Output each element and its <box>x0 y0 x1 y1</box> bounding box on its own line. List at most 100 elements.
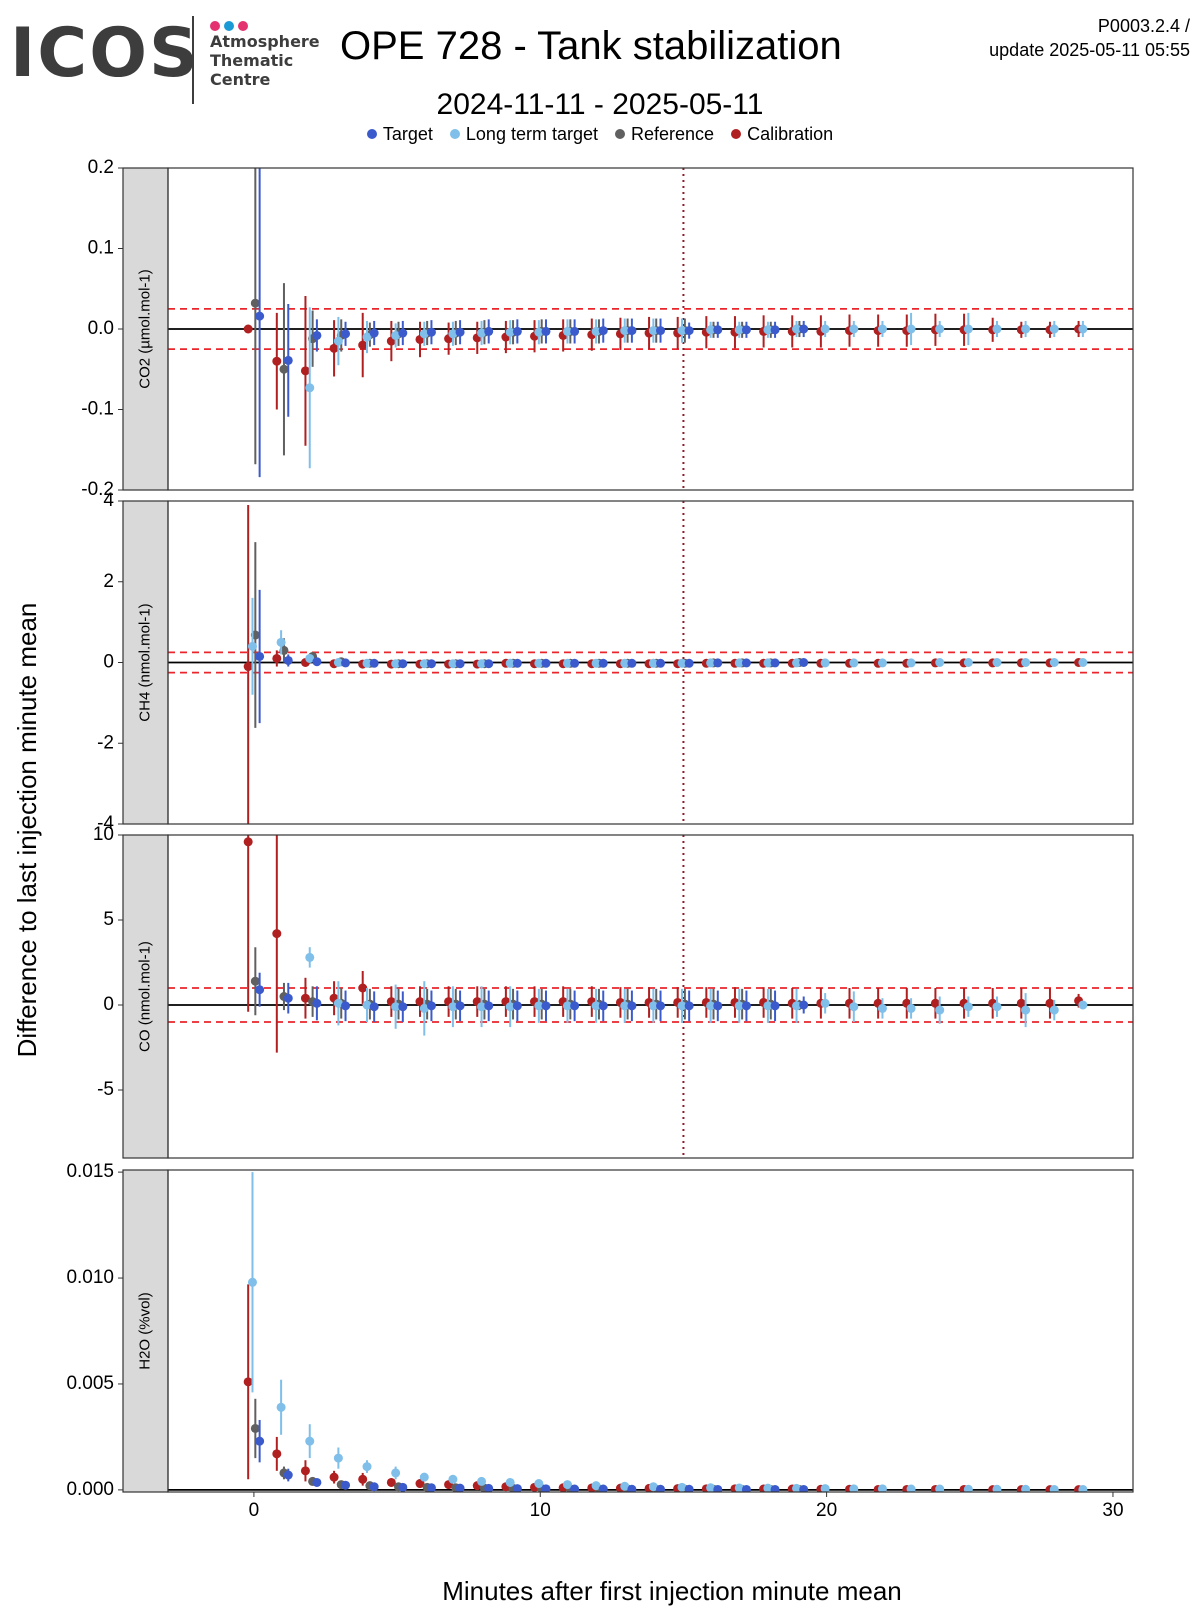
version-info: P0003.2.4 / update 2025-05-11 05:55 <box>989 14 1190 62</box>
y-tick-label: 0 <box>103 994 114 1015</box>
data-point <box>684 658 694 668</box>
data-point <box>512 326 522 336</box>
y-tick-label: -5 <box>97 1079 114 1100</box>
data-point <box>770 325 780 335</box>
data-point <box>792 324 802 334</box>
data-point <box>426 327 436 337</box>
y-tick-label: 0.015 <box>66 1161 114 1182</box>
data-point <box>677 326 687 336</box>
legend-item-reference: Reference <box>615 124 714 145</box>
logo-subtitle-line: Centre <box>210 70 271 89</box>
panel-strip <box>122 834 169 1159</box>
data-point <box>484 659 494 669</box>
legend-item-long-term-target: Long term target <box>449 124 598 145</box>
data-point <box>620 658 630 668</box>
panel-frame <box>167 167 1134 491</box>
data-point <box>770 1001 780 1011</box>
data-point <box>591 1001 601 1011</box>
data-point <box>706 1001 716 1011</box>
data-point <box>329 343 339 353</box>
data-point <box>734 325 744 335</box>
data-point <box>386 1477 396 1487</box>
data-point <box>598 1484 608 1492</box>
data-point <box>426 1483 436 1492</box>
data-point <box>250 298 260 308</box>
data-point <box>591 326 601 336</box>
data-point <box>358 983 368 993</box>
data-point <box>243 1377 253 1387</box>
data-point <box>484 326 494 336</box>
data-point <box>283 355 293 365</box>
data-point <box>770 1484 780 1492</box>
y-tick-label: 0.1 <box>88 238 114 259</box>
data-point <box>877 658 887 668</box>
data-point <box>341 329 351 339</box>
data-point <box>362 1000 372 1010</box>
data-point <box>426 1001 436 1011</box>
data-point <box>448 659 458 669</box>
data-point <box>713 658 723 668</box>
data-point <box>992 324 1002 334</box>
data-point <box>369 658 379 668</box>
page-title: OPE 728 - Tank stabilization <box>340 24 842 68</box>
logo-wordmark: ICOS <box>10 14 200 93</box>
data-point <box>562 1001 572 1011</box>
panel-frame <box>167 834 1134 1159</box>
panel-plot-area <box>168 1172 1133 1492</box>
y-tick-label: 2 <box>103 571 114 592</box>
data-point <box>906 324 916 334</box>
data-point <box>1016 998 1026 1008</box>
panel-strip <box>122 167 169 491</box>
data-point <box>362 658 372 668</box>
data-point <box>598 1001 608 1011</box>
data-point <box>455 327 465 337</box>
data-point <box>243 324 253 334</box>
data-point <box>341 658 351 668</box>
panel-ch4: CH4 (nmol.mol-1) 4 2 0 -2 -4 <box>97 490 1134 834</box>
data-point <box>849 1484 859 1492</box>
data-point <box>684 326 694 336</box>
data-point <box>283 655 293 665</box>
data-point <box>706 658 716 668</box>
data-point <box>369 1482 379 1492</box>
data-point <box>333 1453 343 1463</box>
panel-strip-label: CO2 (µmol.mol-1) <box>136 269 153 389</box>
data-point <box>505 327 515 337</box>
data-point <box>455 1483 465 1492</box>
data-point <box>877 324 887 334</box>
data-point <box>656 1484 666 1492</box>
data-point <box>477 1002 487 1012</box>
data-point <box>1021 1484 1031 1492</box>
logo-dots <box>210 18 252 31</box>
data-point <box>684 1484 694 1492</box>
y-tick-label: 10 <box>93 824 114 845</box>
data-point <box>312 657 322 667</box>
data-point <box>477 328 487 338</box>
data-point <box>255 651 265 661</box>
logo-dot <box>238 21 248 31</box>
data-point <box>448 1002 458 1012</box>
data-point <box>1049 1484 1059 1492</box>
data-point <box>276 637 286 647</box>
data-point <box>247 641 257 651</box>
data-point <box>505 1477 515 1487</box>
x-tick-label: 30 <box>1102 1500 1123 1521</box>
data-point <box>648 658 658 668</box>
logo-separator <box>192 16 194 104</box>
version-label: P0003.2.4 / <box>1097 16 1190 36</box>
data-point <box>505 1002 515 1012</box>
legend-key <box>615 129 625 139</box>
data-point <box>799 1484 809 1492</box>
data-point <box>272 653 282 663</box>
data-point <box>398 328 408 338</box>
data-point <box>570 1484 580 1492</box>
panel-plot-area <box>168 835 1133 1158</box>
legend-key <box>366 129 377 139</box>
update-timestamp: update 2025-05-11 05:55 <box>989 40 1190 60</box>
data-point <box>484 1483 494 1492</box>
panel-strip <box>122 1169 169 1493</box>
data-point <box>1078 1484 1088 1492</box>
panel-co: CO (nmol.mol-1) 10 5 0 -5 <box>93 824 1134 1159</box>
panel-frame <box>167 500 1134 825</box>
